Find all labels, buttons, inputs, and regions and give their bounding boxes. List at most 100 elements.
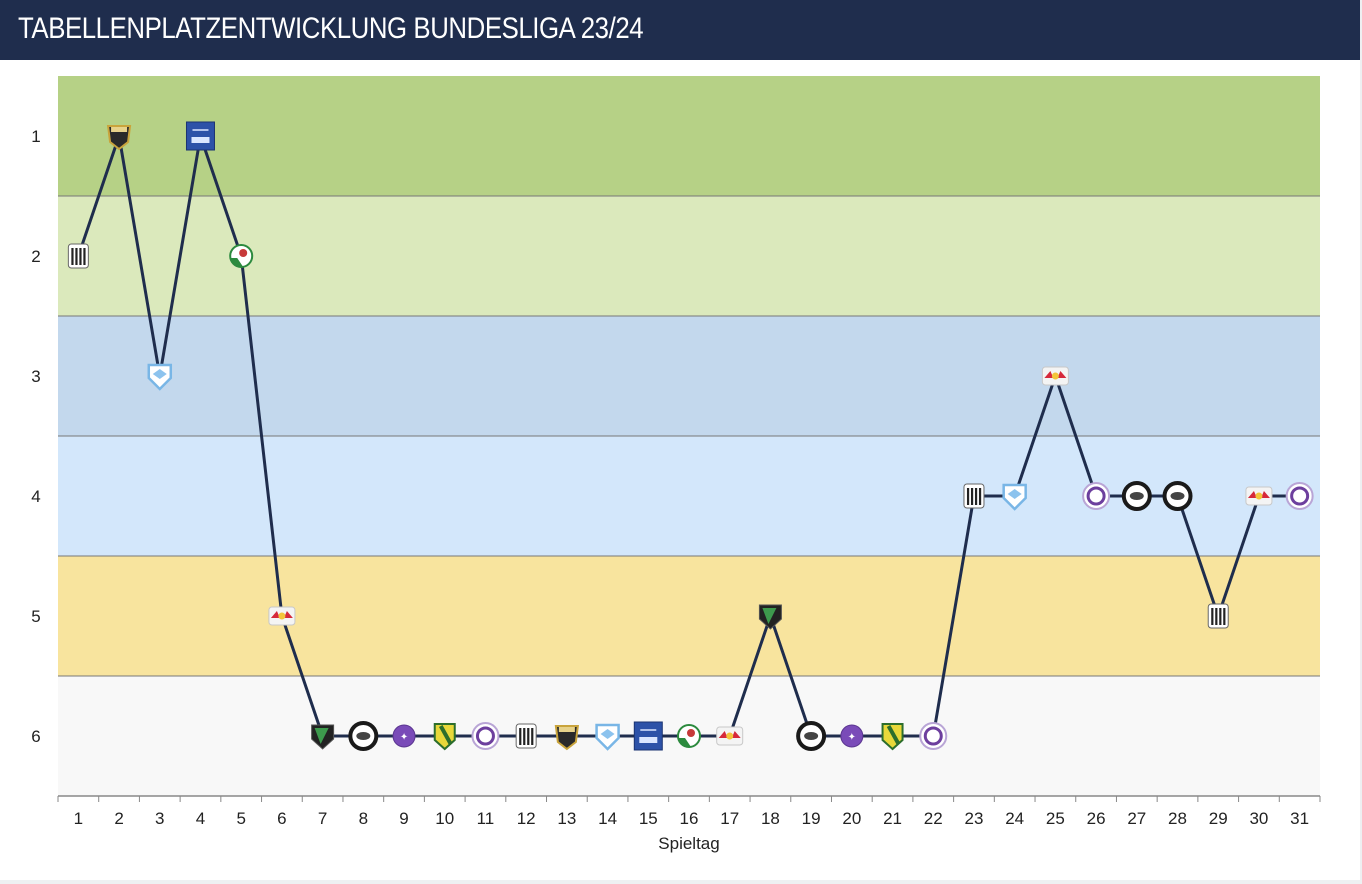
x-tick-label: 16	[680, 809, 699, 828]
crest-detail	[270, 611, 293, 618]
black-green-crest	[758, 604, 782, 630]
yellow-green-crest	[881, 723, 904, 751]
violet-ring-crest	[1082, 482, 1111, 510]
crest-stripe	[1223, 608, 1226, 625]
band-2	[58, 196, 1320, 316]
y-tick-label: 5	[31, 607, 40, 626]
x-tick-label: 27	[1127, 809, 1146, 828]
crest-detail	[191, 137, 210, 143]
violet-ring-crest	[919, 722, 948, 750]
crest-shape	[633, 721, 663, 751]
crest-stripe	[531, 728, 534, 745]
y-tick-label: 6	[31, 727, 40, 746]
crest-stripe	[527, 728, 530, 745]
crest-stripe	[71, 248, 74, 265]
black-ring-crest	[796, 721, 827, 751]
violet-crest: ✦	[392, 724, 416, 748]
yellow-green-crest	[433, 723, 456, 751]
crest-stripe	[966, 488, 970, 505]
band-5	[58, 556, 1320, 676]
x-tick-label: 18	[761, 809, 780, 828]
crest-stripe	[1215, 608, 1218, 625]
stripes-crest	[1207, 603, 1229, 629]
crest-stripe	[978, 488, 982, 505]
red-bull-crest	[1041, 366, 1069, 386]
x-tick-label: 2	[114, 809, 123, 828]
x-tick-label: 25	[1046, 809, 1065, 828]
team-markers: ✦ ✦	[67, 121, 1314, 751]
x-tick-label: 15	[639, 809, 658, 828]
crest-stripe	[974, 488, 978, 505]
sky-crest	[1002, 483, 1027, 511]
black-ring-crest	[1121, 481, 1152, 511]
x-tick-label: 21	[883, 809, 902, 828]
crest-shape	[840, 724, 864, 748]
crest-detail	[1007, 489, 1022, 499]
x-tick-label: 30	[1249, 809, 1268, 828]
y-axis: 1 2 3 4 5 6	[31, 127, 40, 746]
chart-title: TABELLENPLATZENTWICKLUNG BUNDESLIGA 23/2…	[18, 12, 644, 45]
crest-shape	[392, 724, 416, 748]
x-tick-label: 31	[1290, 809, 1309, 828]
crest-detail	[152, 369, 167, 379]
crest-stripe	[75, 248, 78, 265]
y-tick-label: 2	[31, 247, 40, 266]
x-tick-label: 23	[965, 809, 984, 828]
red-bull-crest	[268, 606, 296, 626]
crest-detail	[1255, 492, 1263, 500]
x-tick-label: 9	[399, 809, 408, 828]
crest-stripe	[83, 248, 86, 265]
crest-stripe	[970, 488, 974, 505]
x-tick-label: 29	[1209, 809, 1228, 828]
red-bull-crest	[1245, 486, 1273, 506]
black-green-crest	[311, 724, 335, 750]
crest-detail: ✦	[848, 732, 856, 743]
crest-stripe	[523, 728, 526, 745]
violet-ring-crest	[471, 722, 500, 750]
crest-detail	[678, 738, 691, 748]
sky-crest	[147, 363, 173, 391]
x-tick-label: 11	[477, 809, 495, 828]
blue-square-crest	[633, 721, 663, 751]
rank-bands	[58, 76, 1320, 797]
y-tick-label: 1	[31, 127, 40, 146]
green-white-crest	[677, 724, 701, 748]
crest-detail	[1086, 486, 1106, 506]
crest-detail	[639, 737, 658, 743]
x-tick-label: 20	[842, 809, 861, 828]
x-tick-label: 5	[236, 809, 245, 828]
x-tick-label: 22	[924, 809, 943, 828]
crest-detail	[475, 726, 495, 746]
crest-detail	[600, 729, 615, 739]
crest-stripe	[79, 248, 82, 265]
crest-detail	[230, 258, 244, 268]
x-tick-label: 7	[318, 809, 327, 828]
x-tick-label: 28	[1168, 809, 1187, 828]
x-tick-label: 12	[517, 809, 536, 828]
x-tick-label: 14	[598, 809, 617, 828]
green-white-crest	[229, 244, 254, 268]
crest-band	[111, 127, 128, 132]
violet-ring-crest	[1285, 482, 1314, 510]
x-tick-label: 10	[435, 809, 454, 828]
crest-detail	[1051, 372, 1059, 380]
crest-detail	[1129, 492, 1144, 500]
crest-detail	[438, 725, 453, 745]
crest-stripe	[1219, 608, 1222, 625]
x-tick-label: 8	[359, 809, 368, 828]
sky-crest	[595, 723, 620, 751]
crest-detail	[1290, 486, 1310, 506]
crest-detail	[278, 612, 286, 620]
crest-stripe	[519, 728, 522, 745]
crest-stripe	[1211, 608, 1214, 625]
crest-detail	[804, 732, 819, 740]
x-tick-label: 13	[557, 809, 576, 828]
x-axis-title: Spieltag	[658, 834, 719, 853]
header-bar: TABELLENPLATZENTWICKLUNG BUNDESLIGA 23/2…	[0, 0, 1360, 60]
crest-detail	[239, 249, 248, 257]
crest-detail	[923, 726, 943, 746]
crest-detail	[1247, 491, 1270, 498]
crest-detail	[726, 732, 734, 740]
x-axis: 1 2 3 4 5 6 7 8 9 10 11 12 13 14 15 16 17 18 19 20 21 22 23 24 2…	[57, 796, 1321, 828]
